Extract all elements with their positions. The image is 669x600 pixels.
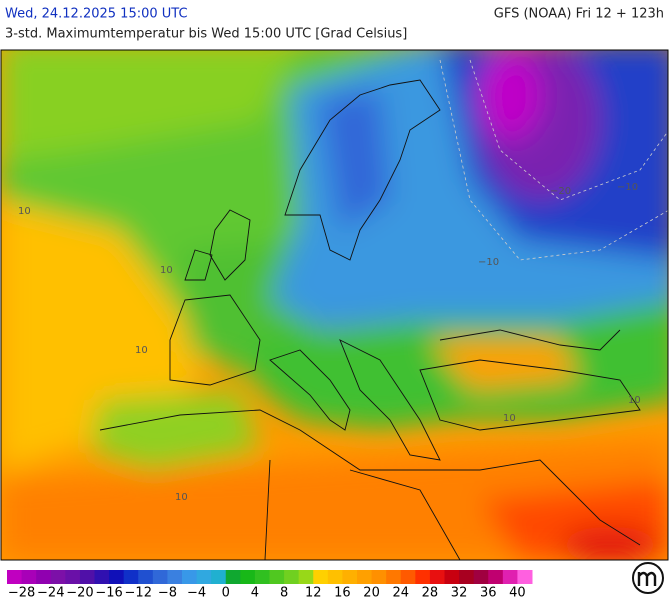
colorbar-swatch: [240, 570, 256, 584]
colorbar-swatch: [152, 570, 168, 584]
colorbar-swatch: [65, 570, 81, 584]
colorbar-tick-label: 4: [251, 586, 259, 600]
colorbar-swatch: [225, 570, 241, 584]
colorbar-swatch: [415, 570, 431, 584]
colorbar-swatch: [371, 570, 387, 584]
contour-label: 10: [135, 345, 148, 356]
colorbar-tick-label: −24: [37, 586, 64, 600]
colorbar-tick-label: 40: [509, 586, 526, 600]
time-label: Wed, 24.12.2025 15:00 UTC: [5, 7, 188, 22]
colorbar-swatch: [211, 570, 227, 584]
colorbar-swatch: [109, 570, 125, 584]
colorbar-swatch: [79, 570, 95, 584]
colorbar-tick-label: −12: [125, 586, 152, 600]
contour-label: 10: [18, 206, 31, 217]
colorbar-tick-label: −4: [187, 586, 206, 600]
colorbar-swatch: [502, 570, 518, 584]
colorbar-swatch: [429, 570, 445, 584]
colorbar-tick-label: 20: [363, 586, 380, 600]
colorbar-tick-label: −20: [66, 586, 93, 600]
colorbar-tick-label: 32: [451, 586, 468, 600]
colorbar-tick-label: −8: [158, 586, 177, 600]
contour-label: 10: [628, 395, 641, 406]
colorbar-tick-label: −16: [95, 586, 122, 600]
temperature-map: 10 10 10 10 10 10 −10 −10 −20: [1, 50, 668, 560]
colorbar: −28 −24 −20 −16 −12 −8 −4 0 4 8 12 16 20 24 28 32 36 40: [7, 570, 533, 600]
colorbar-tick-label: 12: [305, 586, 322, 600]
colorbar-swatch: [517, 570, 533, 584]
logo: [632, 562, 664, 594]
colorbar-swatch: [21, 570, 37, 584]
colorbar-swatch: [50, 570, 66, 584]
map-frame: [0, 49, 669, 561]
colorbar-tick-label: 24: [392, 586, 409, 600]
contour-label: −20: [550, 186, 571, 197]
colorbar-swatch: [313, 570, 329, 584]
colorbar-swatch: [488, 570, 504, 584]
colorbar-swatch: [254, 570, 270, 584]
contour-label: 10: [503, 413, 516, 424]
colorbar-tick-label: 36: [480, 586, 497, 600]
colorbar-swatch: [400, 570, 416, 584]
colorbar-swatch: [167, 570, 183, 584]
contour-label: 10: [175, 492, 188, 503]
coastlines: [99, 79, 641, 560]
colorbar-swatch: [123, 570, 139, 584]
subtitle: 3-std. Maximumtemperatur bis Wed 15:00 U…: [5, 27, 407, 42]
colorbar-swatch: [138, 570, 154, 584]
contour-label: 10: [160, 265, 173, 276]
colorbar-swatch: [269, 570, 285, 584]
colorbar-swatch: [182, 570, 198, 584]
colorbar-tick-label: 16: [334, 586, 351, 600]
colorbar-tick-label: 0: [222, 586, 230, 600]
colorbar-tick-label: 8: [280, 586, 288, 600]
contour-label: −10: [478, 257, 499, 268]
colorbar-swatch: [36, 570, 52, 584]
colorbar-swatch: [459, 570, 475, 584]
colorbar-tick-label: 28: [422, 586, 439, 600]
colorbar-swatch: [473, 570, 489, 584]
colorbar-swatch: [94, 570, 110, 584]
colorbar-tick-label: −28: [8, 586, 35, 600]
colorbar-swatch: [298, 570, 314, 584]
colorbar-swatch: [284, 570, 300, 584]
colorbar-swatch: [196, 570, 212, 584]
contour-label: −10: [617, 182, 638, 193]
model-label: GFS (NOAA) Fri 12 + 123h: [494, 7, 664, 22]
colorbar-swatch: [327, 570, 343, 584]
colorbar-swatch: [7, 570, 23, 584]
colorbar-swatch: [357, 570, 373, 584]
colorbar-swatch: [386, 570, 402, 584]
colorbar-swatch: [342, 570, 358, 584]
colorbar-swatch: [444, 570, 460, 584]
